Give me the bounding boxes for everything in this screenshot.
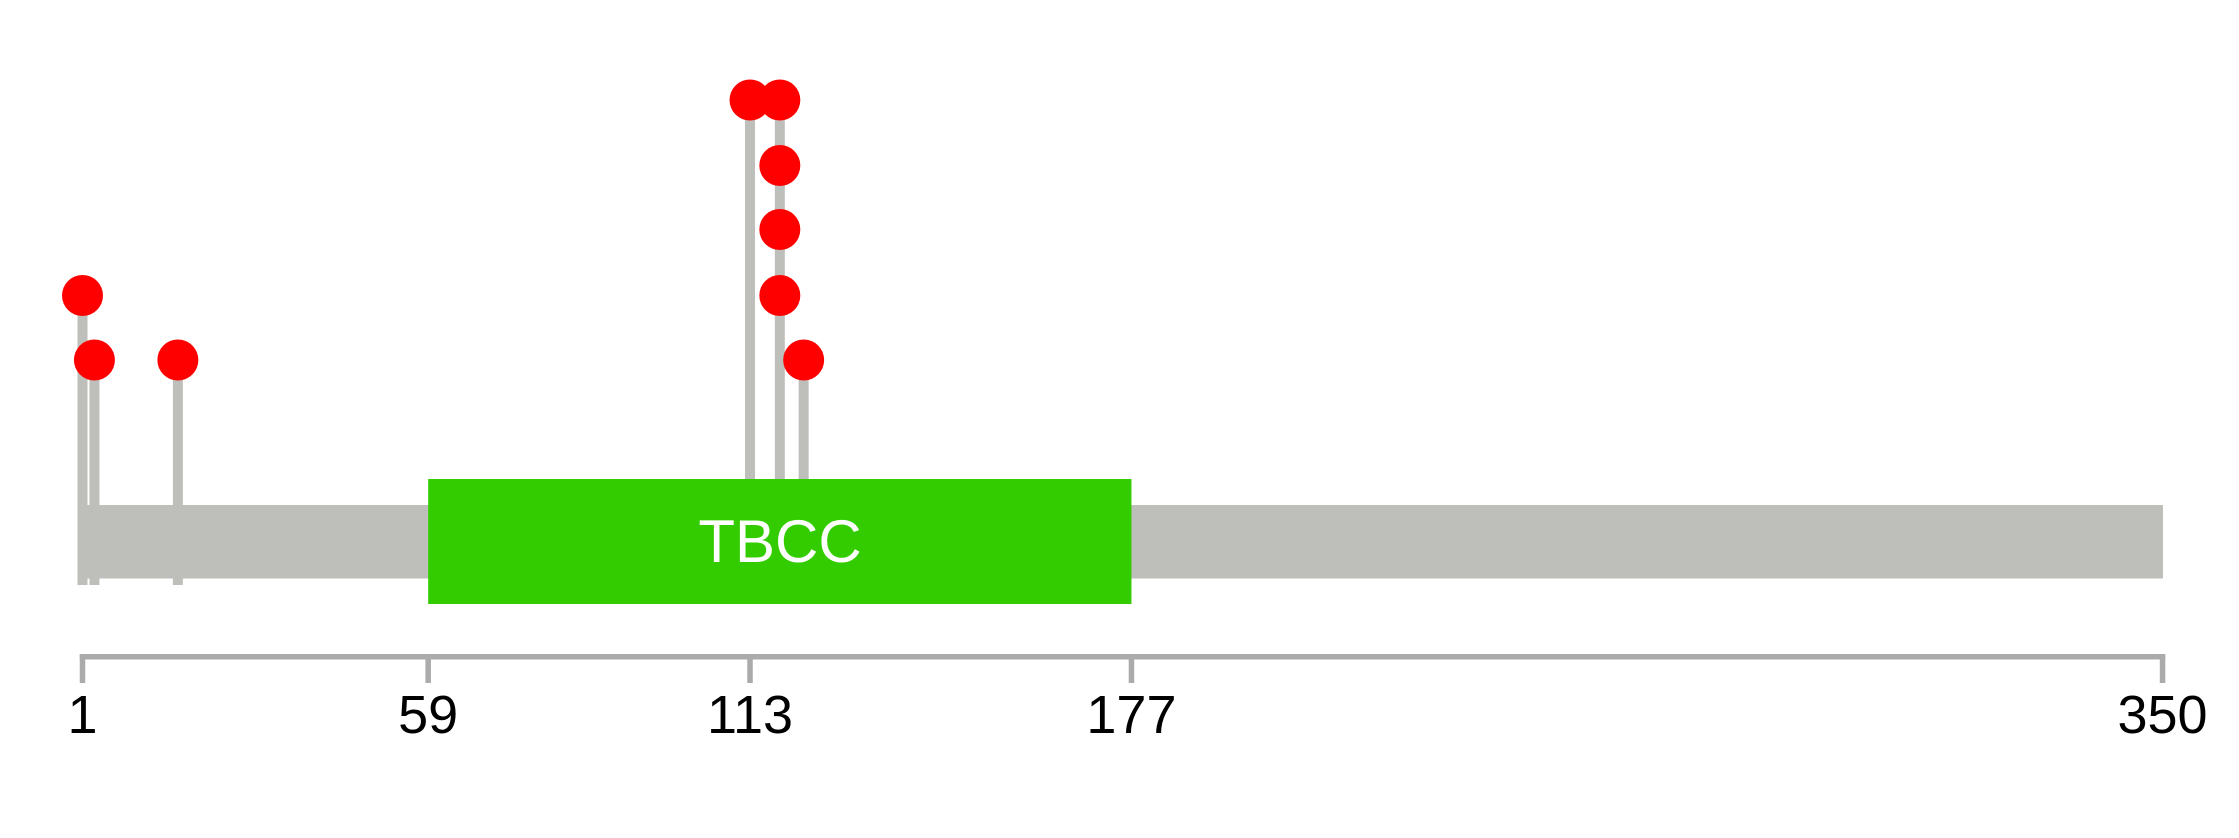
lollipop-stem [774,100,785,585]
x-axis-tick [79,654,86,683]
lollipop-stem [745,100,756,585]
mutation-marker [157,339,199,381]
x-axis-tick [425,654,431,683]
x-axis-tick-label: 113 [707,685,793,745]
mutation-marker [759,79,801,121]
x-axis-tick [2159,654,2166,683]
mutation-marker [73,339,115,381]
lollipop-stem [89,360,100,585]
mutation-marker [783,339,825,381]
x-axis-tick-label: 1 [67,685,97,745]
x-axis-tick-label: 350 [2117,685,2207,745]
lollipop-stem [798,360,809,585]
mutation-marker [759,275,801,316]
mutation-marker [759,145,801,186]
domain-box [428,479,1132,604]
lollipop-stem [172,360,183,585]
x-axis-tick-label: 177 [1086,685,1176,745]
x-axis-tick-label: 59 [398,685,458,745]
x-axis-tick [747,654,753,683]
x-axis-tick [1128,654,1135,683]
lollipop-stem [77,295,88,585]
mutation-marker [729,79,771,121]
x-axis-line [79,654,2166,660]
mutation-marker [759,209,801,250]
mutation-marker [62,275,103,316]
